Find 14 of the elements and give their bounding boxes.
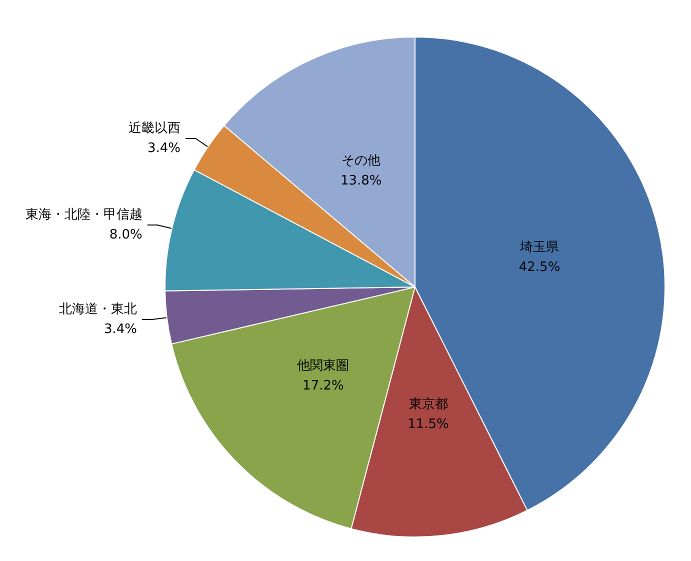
slice-label: 近畿以西 (128, 120, 181, 136)
slice-label: その他 (342, 153, 381, 168)
data-label: 42.5% (518, 260, 560, 275)
slice-label: 東海・北陸・甲信越 (25, 208, 142, 223)
data-label: 17.2% (302, 378, 344, 394)
data-label: 11.5% (408, 416, 449, 432)
data-label: 3.4% (104, 322, 137, 337)
slice-label: 他関東圏 (297, 358, 350, 374)
slice-label: 東京都 (408, 396, 448, 412)
slice-label: 埼玉県 (519, 240, 560, 255)
data-label: 13.8% (340, 173, 382, 188)
slice-label: 北海道・東北 (58, 302, 137, 317)
data-label: 8.0% (109, 228, 142, 243)
data-label: 3.4% (148, 140, 181, 156)
